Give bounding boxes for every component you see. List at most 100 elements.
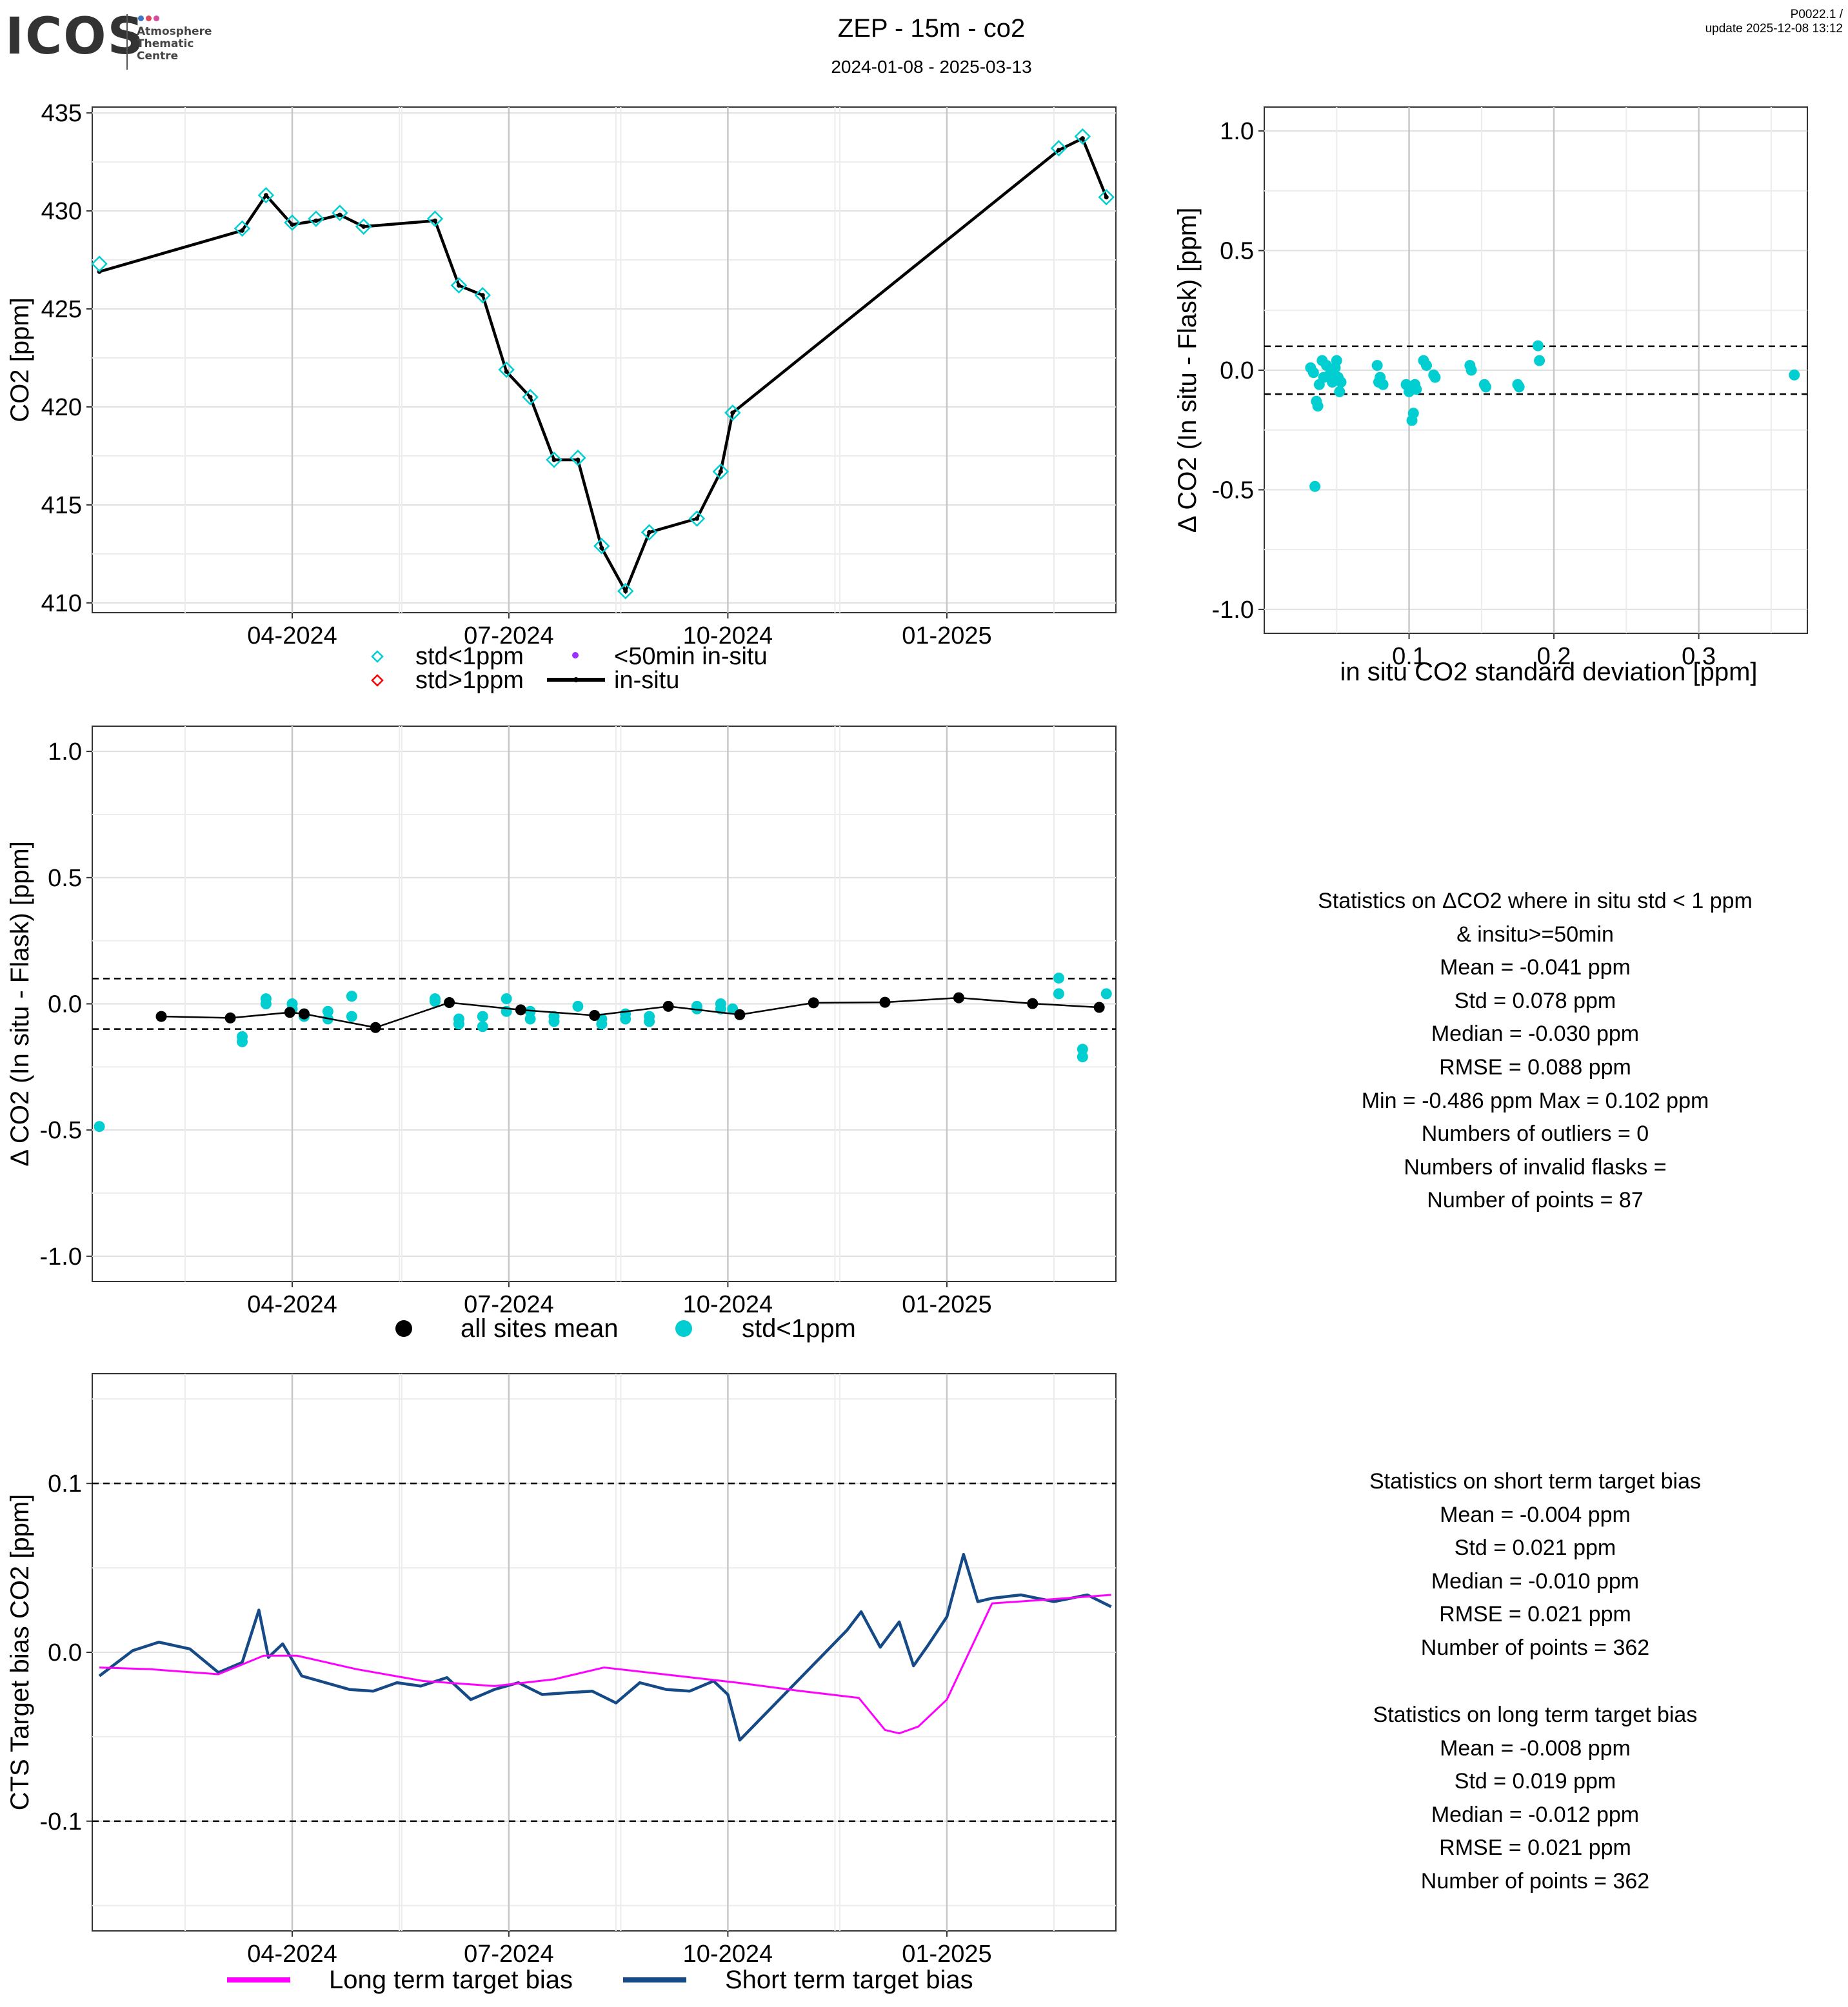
stats-line: Min = -0.486 ppm Max = 0.102 ppm: [1361, 1088, 1709, 1113]
short-term-bias-line: [98, 1552, 1112, 1742]
data-point: [524, 1013, 536, 1025]
y-tick-label: 0.0: [1220, 357, 1254, 384]
data-point: [1465, 364, 1477, 376]
data-point: [572, 1000, 584, 1012]
insitu-point: [623, 589, 628, 594]
logo-subtitle: Atmosphere Thematic Centre: [137, 26, 212, 63]
stats-line: RMSE = 0.021 ppm: [1439, 1602, 1631, 1627]
data-point-diamond: [355, 218, 372, 235]
data-point: [1480, 381, 1492, 393]
data-point: [596, 1018, 608, 1030]
logo-subtitle-line: Centre: [137, 50, 179, 63]
insitu-point: [528, 395, 533, 400]
data-point-diamond: [371, 674, 384, 687]
co2-timeseries-chart: 410 415 420 425 430 435 04-2024 07-2024 10-2024 0…: [6, 100, 1117, 694]
data-point-diamond: [1050, 140, 1068, 157]
insitu-point: [504, 369, 509, 374]
data-point: [453, 1018, 464, 1030]
mean-point: [224, 1012, 236, 1023]
stats-line: Std = 0.021 ppm: [1454, 1536, 1616, 1561]
x-tick-label: 07-2024: [464, 622, 553, 649]
data-point: [429, 993, 441, 1005]
insitu-point: [1056, 148, 1061, 153]
mean-point: [1093, 1002, 1105, 1013]
insitu-point: [694, 516, 699, 521]
y-axis-label: Δ CO2 (In situ - Flask) [ppm]: [1173, 208, 1202, 533]
stats-long-panel: Statistics on long term target bias Mean …: [1245, 1699, 1825, 1899]
long-term-bias-line: [99, 1594, 1111, 1735]
insitu-point: [718, 469, 723, 474]
data-point: [1053, 988, 1064, 1000]
x-tick-label: 0.3: [1682, 643, 1716, 670]
data-point-diamond: [91, 255, 108, 272]
stats-line: Mean = -0.041 ppm: [1440, 955, 1631, 980]
insitu-point: [480, 293, 485, 298]
data-point: [644, 1016, 655, 1027]
y-tick-label: -1.0: [1212, 597, 1254, 624]
target-bias-chart: -0.1 0.0 0.1 04-2024 07-2024 10-2024 01-2025 CT…: [6, 1373, 1117, 1994]
data-point: [1335, 377, 1347, 388]
data-point: [346, 991, 357, 1002]
logo-dot-red: [146, 15, 152, 21]
logo-dot-blue: [138, 15, 144, 21]
y-tick-label: 420: [41, 394, 82, 421]
y-tick-label: 435: [41, 100, 82, 127]
update-stamp: update 2025-12-08 13:12: [1705, 22, 1843, 35]
data-point: [1532, 340, 1544, 351]
data-point-diamond: [724, 404, 741, 421]
insitu-point: [240, 228, 245, 233]
x-tick-label: 10-2024: [683, 1291, 773, 1318]
stats-delta-panel: Statistics on ΔCO2 where in situ std < 1…: [1245, 885, 1825, 1218]
stats-line: Number of points = 87: [1427, 1188, 1644, 1213]
data-point: [1100, 988, 1112, 1000]
legend-label: std<1ppm: [415, 643, 524, 670]
mean-point: [155, 1011, 167, 1022]
data-point-diamond: [284, 214, 301, 232]
data-point-diamond: [712, 463, 730, 480]
insitu-point: [263, 193, 268, 198]
x-tick-label: 10-2024: [683, 622, 773, 649]
logo-text: ICOS: [5, 8, 145, 66]
insitu-point: [575, 457, 581, 462]
data-point-diamond: [371, 650, 384, 663]
version-info: P0022.1 / update 2025-12-08 13:12: [1585, 8, 1843, 36]
x-tick-label: 0.1: [1392, 643, 1426, 670]
data-point-diamond: [257, 186, 275, 204]
y-tick-label: 0.5: [48, 865, 82, 892]
data-point: [1429, 371, 1441, 383]
x-tick-label: 04-2024: [247, 1291, 337, 1318]
y-tick-label: 410: [41, 590, 82, 617]
logo-divider: [126, 14, 128, 70]
insitu-point: [730, 410, 735, 415]
x-tick-label: 07-2024: [464, 1941, 553, 1968]
stats-line: Statistics on short term target bias: [1369, 1469, 1701, 1494]
data-point-diamond: [546, 451, 562, 468]
stats-line: Mean = -0.004 ppm: [1440, 1502, 1631, 1527]
stats-line: & insitu>=50min: [1456, 922, 1614, 947]
data-point-diamond: [570, 450, 586, 466]
data-point: [1077, 1051, 1088, 1063]
y-axis-label: Δ CO2 (In situ - Flask) [ppm]: [6, 841, 34, 1167]
stats-line: RMSE = 0.021 ppm: [1439, 1835, 1631, 1861]
x-tick-label: 01-2025: [902, 1291, 991, 1318]
x-tick-label: 07-2024: [464, 1291, 553, 1318]
x-tick-label: 01-2025: [902, 1941, 991, 1968]
data-point: [620, 1008, 631, 1020]
mean-point: [515, 1004, 526, 1016]
data-point: [322, 1005, 333, 1017]
x-tick-label: 01-2025: [902, 622, 991, 649]
x-tick-label: 10-2024: [683, 1941, 773, 1968]
mean-point: [298, 1008, 310, 1020]
product-id: P0022.1 /: [1790, 8, 1843, 21]
mean-point: [589, 1010, 601, 1022]
logo-dot-pink: [154, 15, 159, 21]
data-point: [1420, 360, 1432, 371]
x-tick-label: 04-2024: [247, 1941, 337, 1968]
data-point: [1077, 1043, 1088, 1055]
y-tick-label: -0.1: [40, 1808, 82, 1835]
y-tick-label: -1.0: [40, 1243, 82, 1270]
page-title: ZEP - 15m - co2: [837, 14, 1026, 43]
date-range: 2024-01-08 - 2025-03-13: [831, 57, 1032, 77]
mean-point: [1027, 998, 1038, 1009]
stats-line: Median = -0.012 ppm: [1431, 1802, 1640, 1827]
